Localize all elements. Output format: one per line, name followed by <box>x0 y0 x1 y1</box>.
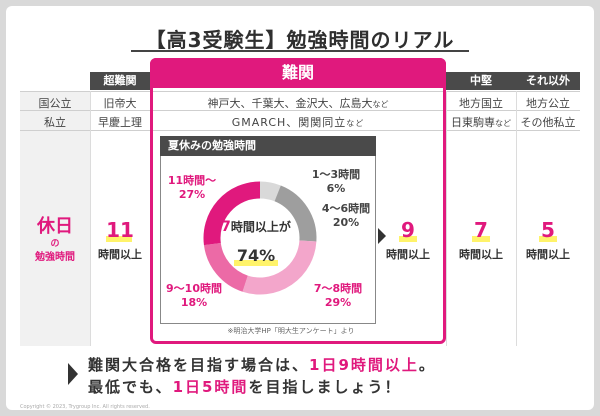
row-label-bg <box>20 111 90 130</box>
footer-line-2: 最低でも、1日5時間を目指しましょう！ <box>88 378 402 396</box>
cell-shiritsu-cho-nankan: 早慶上理 <box>98 116 142 129</box>
highlight-marker <box>106 236 132 242</box>
hours-unit: 時間以上 <box>386 248 430 261</box>
highlight-marker <box>399 236 417 242</box>
suffix-nado: など <box>495 119 511 128</box>
cell-kokukoritsu-sonota: 地方公立 <box>526 97 570 110</box>
row-label-bg <box>20 131 90 346</box>
survey-heading: 夏休みの勉強時間 <box>160 136 376 156</box>
hours-cho-nankan: 11 <box>106 218 134 242</box>
column-divider <box>90 91 91 346</box>
donut-slice-4 <box>203 181 261 246</box>
infographic-card: 【高3受験生】勉強時間のリアル 超難関 中堅 それ以外 国公立 旧帝大 神戸大、… <box>6 6 594 410</box>
cell-kokukoritsu-cho-nankan: 旧帝大 <box>103 97 137 110</box>
header-nankan: 難関 <box>150 58 446 88</box>
table-rule <box>20 91 580 92</box>
donut-center-label: 7時間以上が <box>221 219 291 235</box>
slice-label: 9〜10時間 18% <box>166 282 222 309</box>
suffix-nado: など <box>346 119 365 128</box>
arrow-right-icon <box>378 228 386 244</box>
slice-label: 7〜8時間 29% <box>313 282 363 309</box>
cell-kokukoritsu-nankan: 神戸大、千葉大、金沢大、広島大など <box>207 97 389 110</box>
holiday-label-sub: 勉強時間 <box>35 252 75 263</box>
cell-kokukoritsu-chuken: 地方国立 <box>459 97 503 110</box>
title-underline <box>131 50 469 52</box>
highlight-marker <box>234 260 278 266</box>
footer-line-1: 難関大合格を目指す場合は、1日9時間以上。 <box>88 356 436 374</box>
cell-shiritsu-nankan: GMARCH、関関同立など <box>231 116 365 129</box>
table-rule <box>20 110 580 111</box>
cell-shiritsu-sonota: その他私立 <box>520 116 576 129</box>
column-divider <box>516 91 517 346</box>
column-divider <box>446 91 447 346</box>
slice-label: 11時間〜 27% <box>167 174 217 201</box>
cell-shiritsu-chuken: 日東駒専など <box>451 116 511 129</box>
hours-chuken: 7 <box>474 218 488 242</box>
highlight-marker <box>539 236 557 242</box>
hours-unit: 時間以上 <box>459 248 503 261</box>
slice-label: 1〜3時間 6% <box>311 168 361 195</box>
holiday-label: 休日 <box>37 216 73 237</box>
header-sonota: それ以外 <box>516 72 580 90</box>
donut-slice-0 <box>259 181 281 202</box>
table-rule <box>20 130 580 131</box>
holiday-label-no: の <box>50 239 60 249</box>
copyright: Copyright © 2023, Trygroup Inc. All righ… <box>20 404 150 410</box>
header-cho-nankan: 超難関 <box>90 72 150 90</box>
suffix-nado: など <box>372 100 389 109</box>
donut-slice-3 <box>203 242 249 292</box>
row-label-bg <box>20 92 90 110</box>
highlight-marker <box>472 236 490 242</box>
page-title: 【高3受験生】勉強時間のリアル <box>145 28 455 52</box>
row-label-kokukoritsu: 国公立 <box>38 97 72 110</box>
row-label-shiritsu: 私立 <box>44 116 66 129</box>
slice-label: 4〜6時間 20% <box>321 202 371 229</box>
hours-nankan: 9 <box>401 218 415 242</box>
survey-donut-chart <box>203 181 317 295</box>
arrow-right-icon <box>68 363 78 385</box>
donut-slice-2 <box>242 240 317 295</box>
header-chuken: 中堅 <box>446 72 516 90</box>
hours-unit: 時間以上 <box>526 248 570 261</box>
survey-source: ※明治大学HP「明大生アンケート」より <box>227 327 355 335</box>
donut-center-percent: 74% <box>236 246 276 265</box>
hours-unit: 時間以上 <box>98 248 142 261</box>
donut-slice-1 <box>274 185 317 242</box>
hours-sonota: 5 <box>541 218 555 242</box>
